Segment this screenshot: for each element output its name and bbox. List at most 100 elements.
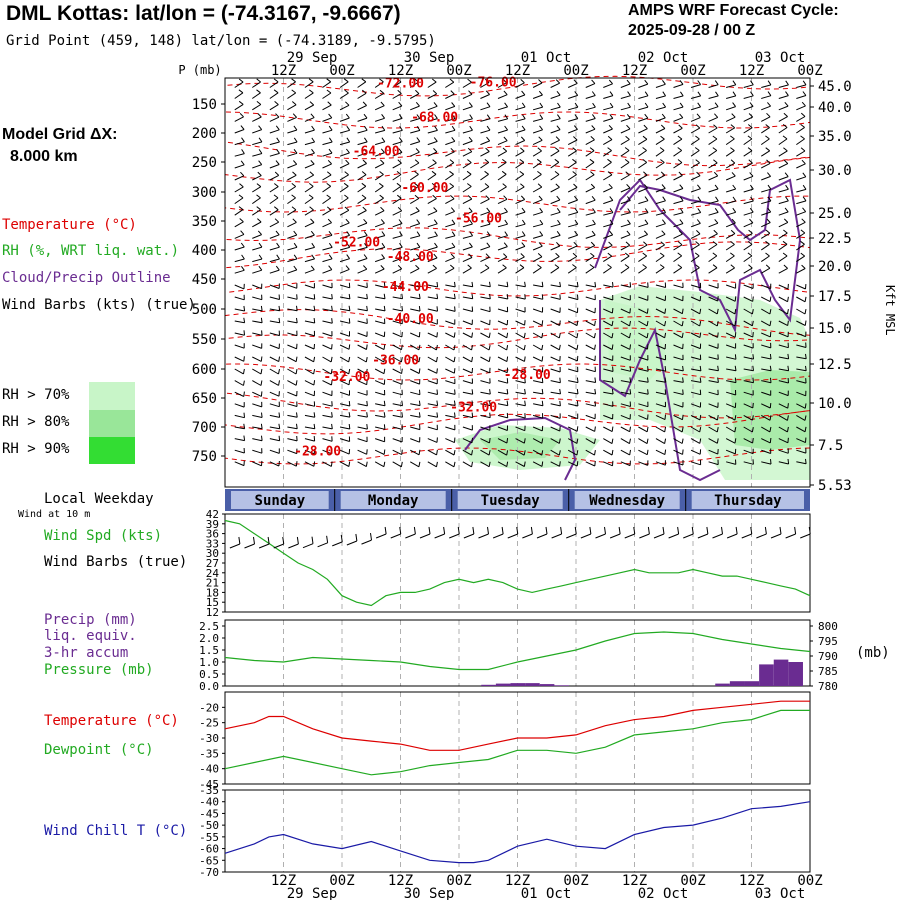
day-label: Wednesday	[589, 493, 665, 509]
wind-barb	[462, 257, 473, 263]
wind-barb	[410, 296, 421, 300]
wind-barb-feather	[344, 206, 350, 211]
wind-barb	[743, 284, 754, 289]
precip-bar	[744, 681, 760, 686]
surface-wind-barb-feather	[545, 526, 548, 535]
wind-barb	[620, 161, 630, 169]
wind-barb	[690, 356, 701, 361]
wind-barb	[567, 461, 578, 467]
wind-barb-feather	[574, 219, 579, 225]
wind-barb	[427, 380, 438, 385]
wind-barb	[690, 380, 701, 383]
wind-barb	[357, 141, 368, 146]
wind-barb	[708, 426, 718, 433]
wind-barb-feather	[783, 264, 788, 269]
temperature-contour-label: -40.00	[387, 312, 434, 327]
wind-barb	[427, 210, 438, 216]
wind-barb-feather	[679, 102, 684, 108]
wind-barb-feather	[450, 195, 455, 200]
wind-barb-feather	[293, 149, 298, 154]
wind-barb	[796, 221, 806, 228]
wind-barb	[497, 223, 508, 228]
wind-barb-feather	[593, 333, 596, 339]
legend-temperature: Temperature (°C)	[2, 217, 137, 233]
wind-barb-feather	[361, 171, 367, 176]
wind-barb	[568, 380, 579, 384]
wind-barb	[375, 308, 386, 312]
wind-barb	[287, 403, 298, 407]
wind-barb-feather	[471, 389, 474, 395]
wind-barb	[638, 187, 648, 193]
bottom-time-tick: 00Z	[563, 873, 588, 889]
wind-barb-feather	[454, 389, 456, 395]
wind-barb	[708, 222, 719, 228]
wind-barb-feather	[523, 332, 526, 338]
wind-barb	[638, 255, 647, 263]
wind-barb	[339, 92, 349, 99]
pressure-axis-title: P (mb)	[178, 63, 221, 77]
wind-barb-feather	[291, 206, 297, 211]
top-time-tick: 12Z	[388, 63, 413, 79]
wind-barb	[409, 461, 420, 468]
wind-barb-feather	[664, 308, 667, 314]
wind-barb	[427, 129, 438, 134]
wind-barb-feather	[243, 356, 245, 362]
wind-barb-feather	[261, 412, 263, 418]
wind-barb-feather	[624, 252, 630, 257]
model-grid-label: Model Grid ΔX:	[2, 126, 118, 143]
wind-barb	[374, 380, 385, 385]
legend-cloud: Cloud/Precip Outline	[2, 270, 171, 286]
precip-bar	[729, 681, 745, 686]
rh80-region	[730, 370, 810, 450]
surface-wind-barb	[346, 540, 358, 546]
wind-barb	[673, 233, 683, 239]
surface-wind-barb	[551, 533, 562, 539]
surface-wind-barb	[390, 533, 401, 539]
wind-barb	[322, 129, 333, 134]
pressure-tick-label: 450	[192, 272, 217, 288]
top-date-label: 02 Oct	[638, 50, 689, 66]
wind-barb	[322, 380, 332, 386]
wind-barb-feather	[504, 102, 509, 108]
wind-barb	[497, 414, 508, 419]
legend-rh: RH (%, WRT liq. wat.)	[2, 243, 180, 259]
wind-barb	[287, 320, 298, 324]
wind-speed-tick: 24	[206, 567, 220, 580]
pressure-label: Pressure (mb)	[44, 662, 154, 678]
temperature-contour	[224, 241, 811, 269]
wind-barb	[708, 211, 719, 216]
wind-barb	[427, 118, 438, 122]
legend-rh80-label: RH > 80%	[2, 414, 70, 430]
wind-barb-feather	[434, 114, 438, 119]
wind-barb-feather	[257, 218, 262, 223]
wind-barb-feather	[519, 170, 525, 175]
wind-barb	[462, 368, 473, 374]
precip-tick: 1.0	[199, 656, 219, 669]
wind-barb	[375, 414, 386, 418]
wind-barb	[304, 246, 315, 251]
wind-barb	[603, 461, 613, 467]
wind-barb	[375, 141, 385, 146]
wind-barb-feather	[730, 135, 735, 140]
wind-barb-feather	[769, 309, 772, 315]
wind-barb	[655, 187, 666, 193]
wind-barb-feather	[712, 135, 718, 140]
wind-barb-feather	[292, 113, 297, 118]
temperature-contour-label: -72.00	[377, 77, 424, 92]
wind-barb	[392, 308, 403, 312]
wind-barb	[480, 162, 490, 169]
wind-barb-feather	[278, 435, 281, 441]
wind-barb-feather	[537, 147, 542, 152]
wind-barb	[339, 174, 349, 181]
wind-barb-feather	[749, 207, 754, 213]
wind-barb	[603, 150, 612, 157]
wind-barb-feather	[383, 400, 386, 406]
wind-barb-feather	[697, 184, 701, 190]
wind-barb-feather	[664, 321, 667, 327]
wind-barb	[392, 81, 402, 88]
wind-barb-feather	[451, 219, 456, 225]
wind-barb	[427, 368, 438, 374]
wind-barb	[252, 153, 263, 157]
wind-barb-feather	[801, 101, 806, 107]
wind-barb-feather	[343, 182, 349, 187]
